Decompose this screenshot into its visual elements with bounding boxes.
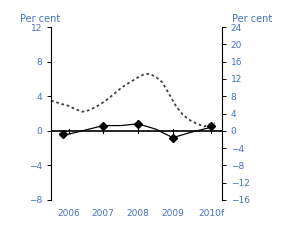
Text: Per cent: Per cent — [232, 14, 273, 24]
Text: Per cent: Per cent — [20, 14, 61, 24]
